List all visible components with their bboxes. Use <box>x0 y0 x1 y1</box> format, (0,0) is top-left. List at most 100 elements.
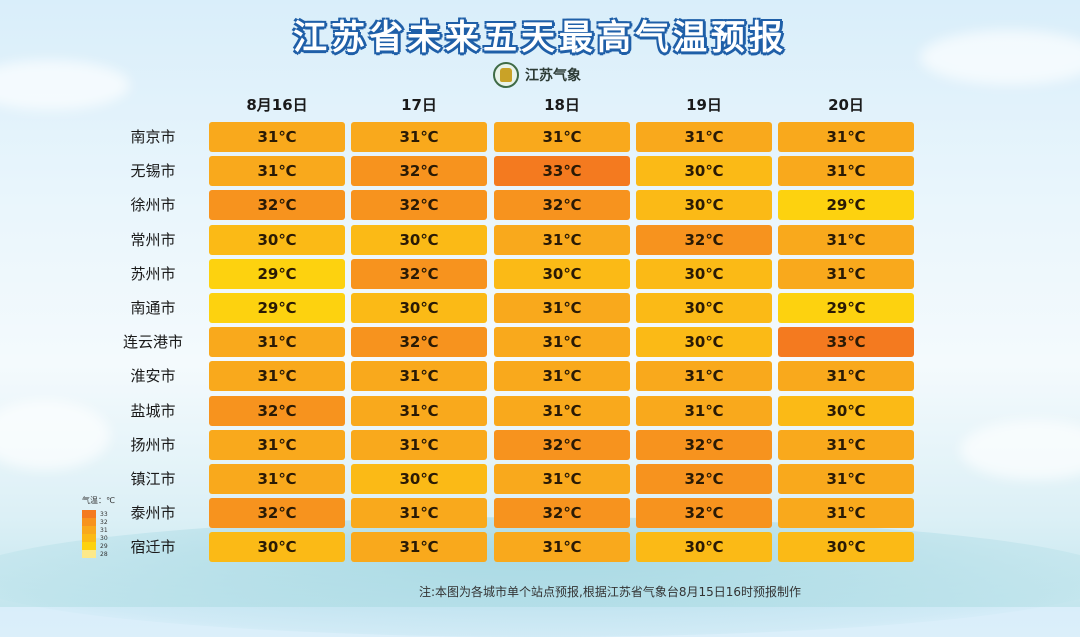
temperature-cell: 30℃ <box>778 395 914 426</box>
legend-label: 29 <box>100 542 108 550</box>
temperature-cell: 32℃ <box>351 258 487 289</box>
temperature-cell: 31℃ <box>778 224 914 255</box>
city-label: 徐州市 <box>130 196 176 215</box>
temperature-cell: 31℃ <box>209 429 345 460</box>
page-title: 江苏省未来五天最高气温预报 <box>293 18 787 58</box>
city-label: 淮安市 <box>130 367 176 386</box>
temperature-cell: 31℃ <box>351 395 487 426</box>
temperature-cell: 33℃ <box>778 327 914 358</box>
legend-title: 气温：℃ <box>82 496 115 505</box>
legend-item: 29 <box>82 542 115 550</box>
legend-swatch <box>82 542 96 550</box>
temperature-cell: 31℃ <box>636 122 772 152</box>
temperature-cell: 31℃ <box>209 327 345 358</box>
temperature-cell: 32℃ <box>636 464 772 494</box>
temperature-cell: 31℃ <box>778 258 914 289</box>
temperature-cell: 31℃ <box>494 532 630 563</box>
city-label: 盐城市 <box>130 401 176 420</box>
legend-label: 33 <box>100 510 108 518</box>
temperature-cell: 29℃ <box>778 190 914 221</box>
legend-swatch <box>82 534 96 542</box>
temperature-cell: 30℃ <box>636 532 772 563</box>
temperature-cell: 30℃ <box>636 258 772 289</box>
temperature-cell: 30℃ <box>351 293 487 323</box>
temperature-cell: 31℃ <box>636 395 772 426</box>
temperature-cell: 30℃ <box>209 532 345 563</box>
city-label: 镇江市 <box>130 470 176 488</box>
temperature-cell: 32℃ <box>209 395 345 426</box>
temperature-cell: 31℃ <box>494 395 630 426</box>
temperature-cell: 29℃ <box>209 258 345 289</box>
background-cloud <box>920 30 1080 85</box>
column-header: 20日 <box>828 96 864 114</box>
temperature-cell: 31℃ <box>778 464 914 494</box>
background-cloud <box>0 60 130 110</box>
weather-bureau-emblem-icon <box>493 62 519 88</box>
temperature-cell: 30℃ <box>351 224 487 255</box>
temperature-cell: 32℃ <box>494 190 630 221</box>
legend-item: 32 <box>82 518 115 526</box>
temperature-cell: 31℃ <box>778 361 914 392</box>
temperature-cell: 30℃ <box>494 258 630 289</box>
temperature-cell: 31℃ <box>494 293 630 323</box>
temperature-cell: 30℃ <box>778 532 914 563</box>
temperature-cell: 32℃ <box>636 224 772 255</box>
city-label: 常州市 <box>130 230 176 249</box>
temperature-cell: 30℃ <box>636 293 772 323</box>
temperature-cell: 32℃ <box>636 498 772 529</box>
temperature-cell: 31℃ <box>351 498 487 529</box>
temperature-cell: 32℃ <box>209 190 345 221</box>
temperature-cell: 32℃ <box>494 498 630 529</box>
temperature-cell: 31℃ <box>351 532 487 563</box>
temperature-cell: 31℃ <box>209 122 345 152</box>
legend-item: 33 <box>82 510 115 518</box>
temperature-cell: 32℃ <box>494 429 630 460</box>
temperature-cell: 32℃ <box>351 156 487 187</box>
column-header: 8月16日 <box>246 96 308 114</box>
temperature-cell: 31℃ <box>494 122 630 152</box>
temperature-cell: 31℃ <box>351 361 487 392</box>
legend-label: 31 <box>100 526 108 534</box>
temperature-cell: 29℃ <box>209 293 345 323</box>
temperature-cell: 33℃ <box>494 156 630 187</box>
city-label: 扬州市 <box>130 435 176 454</box>
city-label: 连云港市 <box>122 333 183 352</box>
temperature-cell: 32℃ <box>209 498 345 529</box>
temperature-cell: 32℃ <box>636 429 772 460</box>
temperature-cell: 31℃ <box>351 429 487 460</box>
background-cloud <box>0 400 110 470</box>
legend-swatch <box>82 518 96 526</box>
temperature-cell: 30℃ <box>636 156 772 187</box>
temperature-cell: 31℃ <box>778 429 914 460</box>
color-legend: 气温：℃ 33 32 31 30 29 28 <box>82 495 115 558</box>
city-label: 无锡市 <box>130 162 176 181</box>
legend-label: 28 <box>100 550 108 558</box>
city-label: 苏州市 <box>130 264 176 283</box>
temperature-cell: 31℃ <box>494 327 630 358</box>
temperature-cell: 32℃ <box>351 190 487 221</box>
temperature-cell: 30℃ <box>351 464 487 494</box>
legend-item: 31 <box>82 526 115 534</box>
legend-label: 32 <box>100 518 108 526</box>
legend-item: 28 <box>82 550 115 558</box>
city-label: 泰州市 <box>130 504 176 523</box>
legend-label: 30 <box>100 534 108 542</box>
column-header: 19日 <box>686 96 722 114</box>
temperature-cell: 31℃ <box>209 361 345 392</box>
temperature-cell: 30℃ <box>209 224 345 255</box>
footnote: 注:本图为各城市单个站点预报,根据江苏省气象台8月15日16时预报制作 <box>418 585 802 599</box>
temperature-cell: 31℃ <box>494 464 630 494</box>
legend-item: 30 <box>82 534 115 542</box>
temperature-cell: 31℃ <box>209 464 345 494</box>
city-label: 南通市 <box>130 299 176 317</box>
temperature-cell: 31℃ <box>778 498 914 529</box>
temperature-cell: 31℃ <box>351 122 487 152</box>
column-header: 18日 <box>544 96 580 114</box>
temperature-cell: 29℃ <box>778 293 914 323</box>
city-label: 南京市 <box>130 128 176 146</box>
temperature-cell: 31℃ <box>636 361 772 392</box>
logo-text: 江苏气象 <box>525 68 581 84</box>
temperature-cell: 32℃ <box>351 327 487 358</box>
legend-swatch <box>82 550 96 558</box>
temperature-cell: 30℃ <box>636 327 772 358</box>
